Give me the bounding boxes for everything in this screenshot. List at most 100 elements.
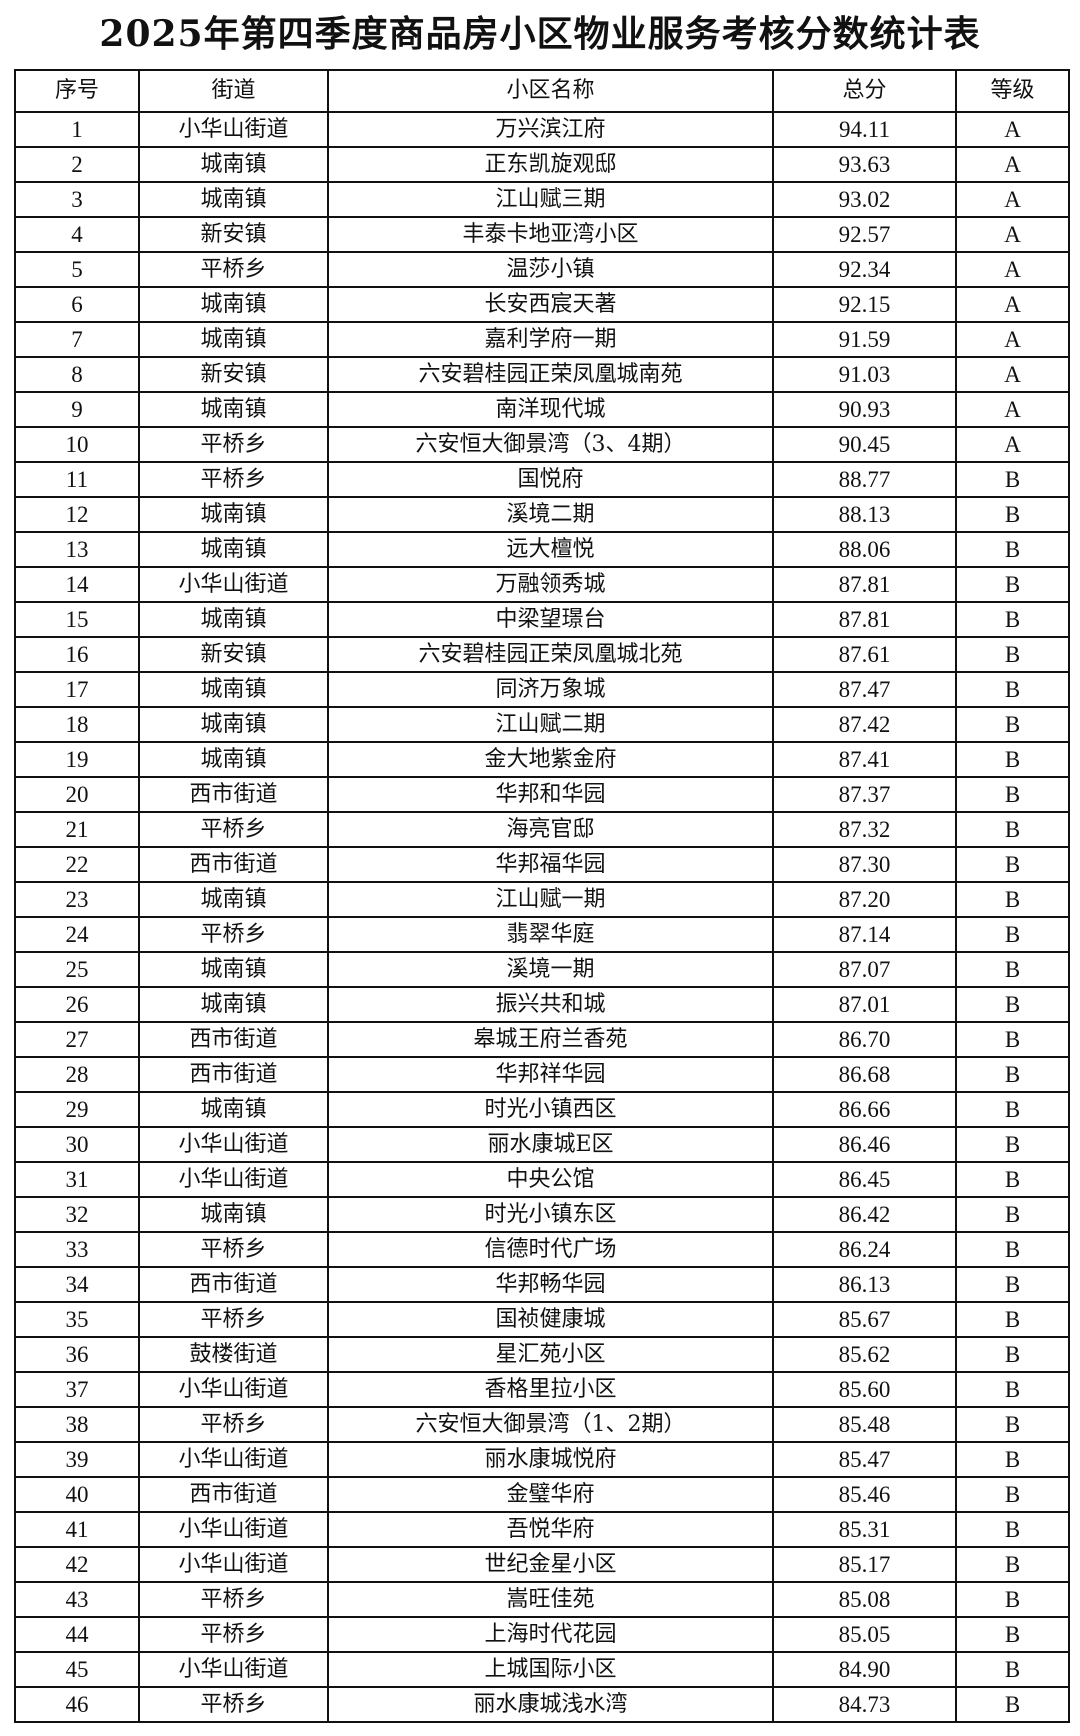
- cell-grade: B: [955, 986, 1070, 1023]
- cell-community: 温莎小镇: [327, 251, 774, 288]
- table-row: 41 小华山街道 吾悦华府 85.31 B: [14, 1511, 1070, 1548]
- cell-street: 西市街道: [138, 1021, 329, 1058]
- cell-community: 南洋现代城: [327, 391, 774, 428]
- cell-index: 20: [14, 776, 140, 813]
- cell-community: 香格里拉小区: [327, 1371, 774, 1408]
- cell-community: 中梁望璟台: [327, 601, 774, 638]
- cell-street: 小华山街道: [138, 111, 329, 148]
- cell-community: 丽水康城浅水湾: [327, 1686, 774, 1723]
- table-row: 3 城南镇 江山赋三期 93.02 A: [14, 181, 1070, 218]
- cell-index: 7: [14, 321, 140, 358]
- cell-community: 华邦福华园: [327, 846, 774, 883]
- table-row: 33 平桥乡 信德时代广场 86.24 B: [14, 1231, 1070, 1268]
- table-row: 32 城南镇 时光小镇东区 86.42 B: [14, 1196, 1070, 1233]
- table-row: 39 小华山街道 丽水康城悦府 85.47 B: [14, 1441, 1070, 1478]
- cell-score: 85.60: [772, 1371, 957, 1408]
- cell-grade: B: [955, 706, 1070, 743]
- cell-index: 46: [14, 1686, 140, 1723]
- cell-community: 华邦祥华园: [327, 1056, 774, 1093]
- cell-grade: B: [955, 1336, 1070, 1373]
- cell-grade: B: [955, 1301, 1070, 1338]
- cell-index: 12: [14, 496, 140, 533]
- cell-community: 江山赋一期: [327, 881, 774, 918]
- cell-grade: A: [955, 111, 1070, 148]
- cell-community: 国祯健康城: [327, 1301, 774, 1338]
- cell-score: 90.45: [772, 426, 957, 463]
- cell-score: 90.93: [772, 391, 957, 428]
- cell-street: 城南镇: [138, 706, 329, 743]
- cell-street: 城南镇: [138, 321, 329, 358]
- cell-community: 皋城王府兰香苑: [327, 1021, 774, 1058]
- cell-score: 86.46: [772, 1126, 957, 1163]
- cell-community: 六安恒大御景湾（3、4期）: [327, 426, 774, 463]
- cell-index: 45: [14, 1651, 140, 1688]
- cell-community: 华邦和华园: [327, 776, 774, 813]
- cell-index: 8: [14, 356, 140, 393]
- cell-grade: B: [955, 1161, 1070, 1198]
- table-row: 7 城南镇 嘉利学府一期 91.59 A: [14, 321, 1070, 358]
- cell-community: 振兴共和城: [327, 986, 774, 1023]
- cell-score: 85.67: [772, 1301, 957, 1338]
- table-row: 21 平桥乡 海亮官邸 87.32 B: [14, 811, 1070, 848]
- cell-grade: B: [955, 951, 1070, 988]
- cell-grade: B: [955, 1091, 1070, 1128]
- cell-grade: B: [955, 1441, 1070, 1478]
- cell-street: 平桥乡: [138, 461, 329, 498]
- table-body: 1 小华山街道 万兴滨江府 94.11 A 2 城南镇 正东凯旋观邸 93.63 A 3 城南镇 江山赋…: [14, 111, 1070, 1723]
- cell-score: 88.13: [772, 496, 957, 533]
- cell-grade: B: [955, 1581, 1070, 1618]
- table-row: 36 鼓楼街道 星汇苑小区 85.62 B: [14, 1336, 1070, 1373]
- table-row: 26 城南镇 振兴共和城 87.01 B: [14, 986, 1070, 1023]
- cell-score: 86.42: [772, 1196, 957, 1233]
- cell-street: 小华山街道: [138, 566, 329, 603]
- cell-score: 91.03: [772, 356, 957, 393]
- cell-index: 5: [14, 251, 140, 288]
- cell-grade: B: [955, 846, 1070, 883]
- cell-community: 江山赋二期: [327, 706, 774, 743]
- cell-grade: B: [955, 671, 1070, 708]
- cell-community: 翡翠华庭: [327, 916, 774, 953]
- cell-community: 丰泰卡地亚湾小区: [327, 216, 774, 253]
- cell-street: 平桥乡: [138, 1301, 329, 1338]
- cell-score: 87.81: [772, 566, 957, 603]
- cell-street: 城南镇: [138, 986, 329, 1023]
- cell-community: 万融领秀城: [327, 566, 774, 603]
- cell-community: 正东凯旋观邸: [327, 146, 774, 183]
- cell-score: 86.70: [772, 1021, 957, 1058]
- page-title: 2025年第四季度商品房小区物业服务考核分数统计表: [99, 13, 981, 55]
- table-row: 38 平桥乡 六安恒大御景湾（1、2期） 85.48 B: [14, 1406, 1070, 1443]
- cell-score: 87.01: [772, 986, 957, 1023]
- cell-index: 14: [14, 566, 140, 603]
- cell-community: 丽水康城E区: [327, 1126, 774, 1163]
- table-row: 19 城南镇 金大地紫金府 87.41 B: [14, 741, 1070, 778]
- cell-score: 92.34: [772, 251, 957, 288]
- cell-index: 21: [14, 811, 140, 848]
- cell-street: 小华山街道: [138, 1546, 329, 1583]
- cell-grade: A: [955, 181, 1070, 218]
- cell-street: 城南镇: [138, 1091, 329, 1128]
- cell-community: 信德时代广场: [327, 1231, 774, 1268]
- cell-index: 33: [14, 1231, 140, 1268]
- cell-index: 34: [14, 1266, 140, 1303]
- cell-street: 城南镇: [138, 601, 329, 638]
- cell-street: 小华山街道: [138, 1511, 329, 1548]
- table-row: 43 平桥乡 嵩旺佳苑 85.08 B: [14, 1581, 1070, 1618]
- cell-score: 93.63: [772, 146, 957, 183]
- cell-score: 84.73: [772, 1686, 957, 1723]
- cell-community: 溪境一期: [327, 951, 774, 988]
- table-row: 10 平桥乡 六安恒大御景湾（3、4期） 90.45 A: [14, 426, 1070, 463]
- cell-score: 87.42: [772, 706, 957, 743]
- table-row: 12 城南镇 溪境二期 88.13 B: [14, 496, 1070, 533]
- cell-street: 城南镇: [138, 286, 329, 323]
- cell-community: 时光小镇东区: [327, 1196, 774, 1233]
- cell-grade: B: [955, 1406, 1070, 1443]
- header-street: 街道: [138, 69, 329, 113]
- cell-index: 15: [14, 601, 140, 638]
- table-row: 2 城南镇 正东凯旋观邸 93.63 A: [14, 146, 1070, 183]
- cell-score: 85.08: [772, 1581, 957, 1618]
- cell-grade: B: [955, 566, 1070, 603]
- table-row: 22 西市街道 华邦福华园 87.30 B: [14, 846, 1070, 883]
- cell-score: 86.45: [772, 1161, 957, 1198]
- cell-grade: B: [955, 1231, 1070, 1268]
- cell-community: 江山赋三期: [327, 181, 774, 218]
